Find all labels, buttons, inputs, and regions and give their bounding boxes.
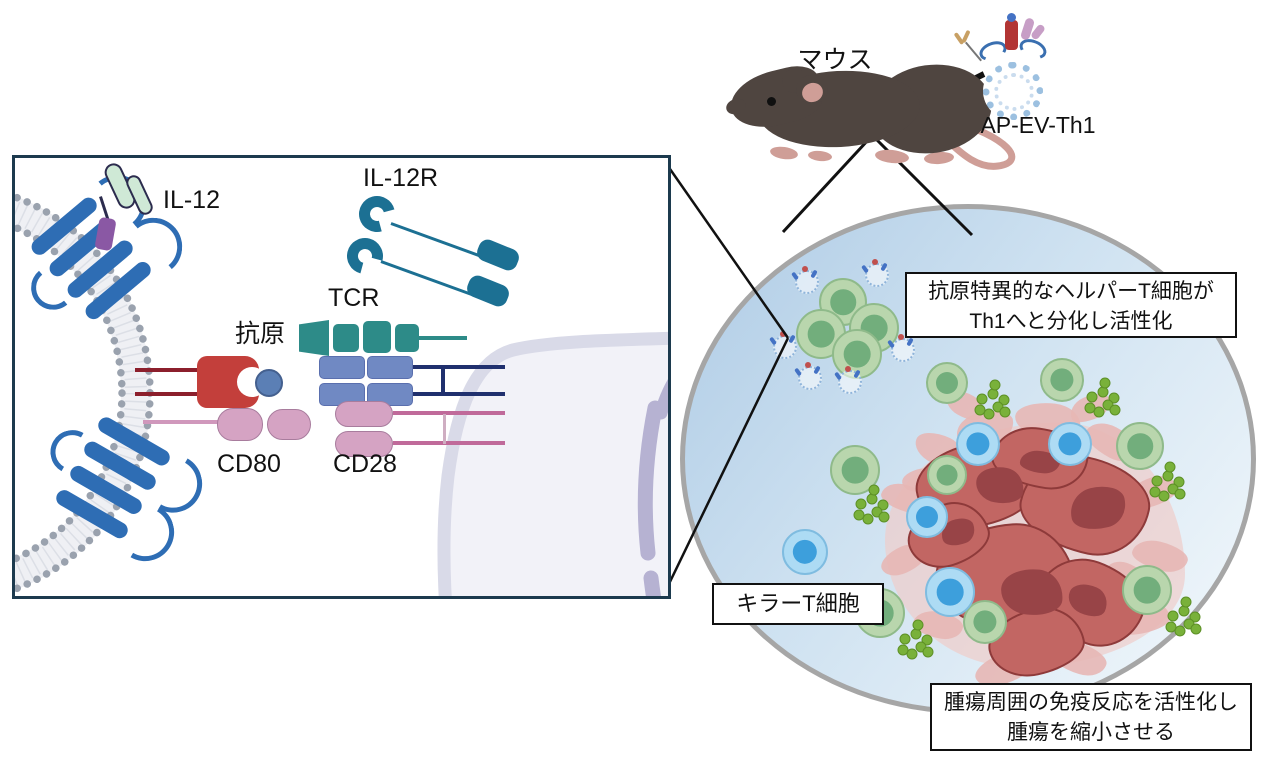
tumor-note: 腫瘍周囲の免疫反応を活性化し 腫瘍を縮小させる xyxy=(930,683,1252,751)
tetraspanin-coil-icon xyxy=(1016,35,1050,63)
cd80-domain xyxy=(267,409,311,440)
helper-tcell-note-line1: 抗原特異的なヘルパーT細胞が xyxy=(928,280,1214,303)
cd28-stem xyxy=(393,411,505,415)
cd28-domain xyxy=(335,401,393,427)
mouse-eye xyxy=(767,97,776,106)
tcr-segment xyxy=(363,321,391,353)
mouse-front-foot xyxy=(769,145,799,161)
cd3-connector xyxy=(441,365,445,396)
mouse-label: マウス xyxy=(797,46,873,74)
helper-tcell-note-line2: Th1へと分化し活性化 xyxy=(969,309,1173,333)
cd3-stem xyxy=(413,365,505,369)
antigen-peptide-dot xyxy=(1007,13,1016,22)
t-cell-nucleus-arc xyxy=(637,400,663,561)
cd80-label: CD80 xyxy=(217,450,281,478)
t-cell-body xyxy=(444,338,668,596)
tcr-label: TCR xyxy=(328,284,380,312)
mouse-tail xyxy=(944,116,1016,170)
t-cell-nucleus-arc xyxy=(654,379,668,420)
mhc-anchor-line xyxy=(135,392,199,396)
mouse-front-foot xyxy=(807,149,833,163)
tumor-note-line2: 腫瘍を縮小させる xyxy=(1007,720,1175,744)
tcr-segment xyxy=(395,324,419,352)
killer-tcell-note: キラーT細胞 xyxy=(712,583,884,625)
inset-cone-line-bottom xyxy=(664,337,790,591)
vesicle-label: AP-EV-Th1 xyxy=(980,112,1096,138)
cd3-stem xyxy=(413,392,505,396)
ev-membrane-inner-heads xyxy=(15,223,126,563)
ap-ev-vesicle-icon xyxy=(953,13,1095,120)
cd3-subunit xyxy=(367,356,413,379)
mhc-anchor-line xyxy=(135,368,199,372)
cd28-stem xyxy=(393,441,505,445)
tcr-segment xyxy=(299,320,329,356)
mouse-zoom-line-left xyxy=(781,137,871,234)
mouse-illustration xyxy=(724,55,1030,175)
inset-cone-line-top xyxy=(661,158,790,339)
cd28-connector xyxy=(443,414,446,444)
tumor-note-line1: 腫瘍周囲の免疫反応を活性化し xyxy=(944,691,1238,714)
tcr-segment xyxy=(333,324,359,352)
cd28-label: CD28 xyxy=(333,450,397,478)
cd3-subunit xyxy=(319,356,365,379)
cd80-domain xyxy=(217,408,263,441)
vesicle-membrane-inner-ring xyxy=(994,73,1034,111)
t-cell-membrane-band xyxy=(437,331,668,596)
helper-tcell-note: 抗原特異的なヘルパーT細胞が Th1へと分化し活性化 xyxy=(905,272,1237,338)
t-cell-nucleus-arc xyxy=(643,570,661,596)
antigen-label: 抗原 xyxy=(235,320,286,348)
mhc-antigen-icon xyxy=(1005,20,1018,50)
cd80-anchor-line xyxy=(143,420,221,424)
il12-label: IL-12 xyxy=(163,186,220,214)
il12r-label: IL-12R xyxy=(363,164,439,192)
tcr-stem xyxy=(419,336,467,340)
cd28-domain xyxy=(335,431,393,457)
inset-box: IL-12 IL-12R TCR 抗原 CD80 xyxy=(12,155,671,599)
antigen-peptide-sphere xyxy=(255,369,283,397)
